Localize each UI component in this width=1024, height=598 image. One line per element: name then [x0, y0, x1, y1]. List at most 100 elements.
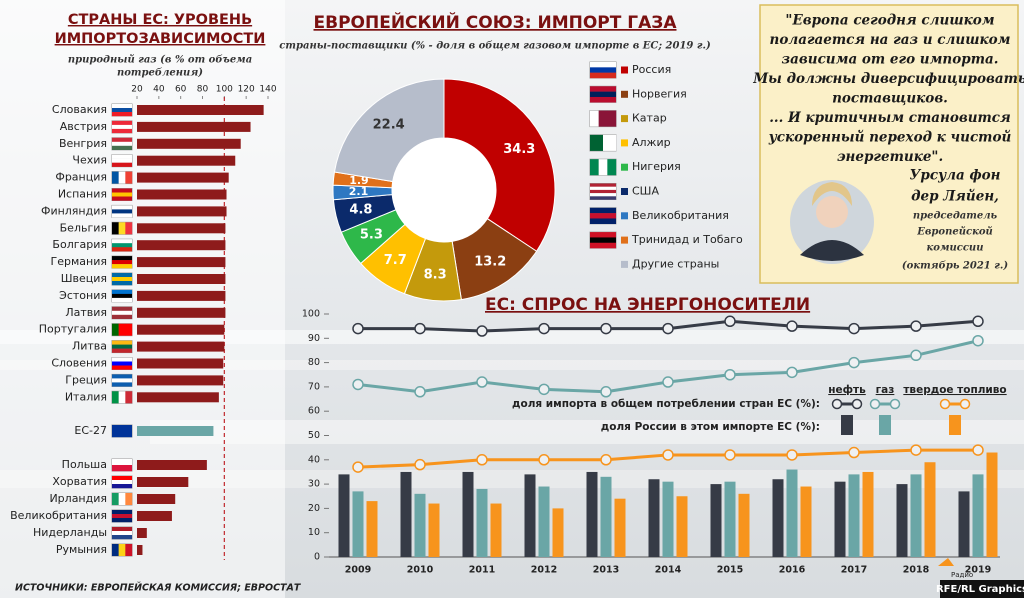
legend-label: Великобритания [632, 209, 729, 222]
x-tick-label: 2019 [965, 565, 991, 576]
flag-stripe [112, 361, 132, 366]
bar [137, 223, 226, 234]
flag-stripe [112, 391, 119, 404]
flag-stripe [598, 159, 608, 176]
category-label: Финляндия [41, 204, 107, 217]
line-marker [414, 386, 426, 398]
flag-stripe [112, 425, 132, 438]
bar [137, 121, 251, 132]
legend-label: Катар [632, 112, 667, 125]
category-label: ЕС-27 [74, 424, 107, 437]
x-tick-label: 2014 [655, 565, 682, 576]
line-marker [352, 461, 364, 473]
line-marker [414, 322, 426, 335]
line-marker [662, 322, 674, 335]
legend-label: Алжир [632, 136, 671, 149]
x-tick-label: 2016 [779, 565, 806, 576]
bar [137, 460, 207, 470]
flag-stripe [112, 310, 132, 315]
flag-stripe [112, 527, 132, 532]
flag-stripe [112, 120, 132, 126]
legend-swatch [621, 188, 628, 195]
flag-stripe [112, 382, 132, 387]
bar [738, 493, 750, 557]
line-marker [662, 376, 674, 388]
flag-stripe [590, 91, 616, 98]
flag-stripe [590, 242, 616, 249]
bar [476, 488, 488, 557]
quote-line: Мы должны диверсифицировать [752, 71, 1024, 87]
flag-stripe [590, 183, 616, 187]
bar [137, 511, 172, 521]
y-tick-label: 60 [308, 406, 320, 417]
bar [848, 474, 860, 557]
category-label: Италия [65, 390, 107, 403]
bar [137, 274, 226, 284]
legend-label: Тринидад и Тобаго [631, 233, 743, 246]
category-label: Литва [72, 340, 107, 353]
flag-stripe [112, 510, 132, 515]
line-marker [538, 322, 550, 335]
flag-stripe [590, 62, 616, 68]
flag-stripe [112, 137, 132, 142]
bar [137, 375, 224, 386]
line-marker [724, 315, 736, 328]
bar [958, 491, 970, 557]
line-marker [538, 454, 550, 466]
quote-role: Европейской [916, 227, 993, 238]
line-marker [786, 320, 798, 332]
x-tick-label: 140 [259, 85, 276, 95]
category-label: Греция [65, 373, 107, 386]
slice-label: 4.8 [349, 203, 372, 218]
flag-stripe [590, 96, 616, 103]
line-marker [476, 454, 488, 466]
line-marker [910, 320, 922, 332]
flag-stripe [112, 293, 132, 299]
chart-title: ЕС: СПРОС НА ЭНЕРГОНОСИТЕЛИ [485, 295, 810, 315]
y-tick-label: 10 [308, 527, 320, 538]
flag-stripe [607, 110, 617, 127]
x-tick-label: 120 [238, 85, 255, 95]
line-marker [724, 449, 736, 461]
quote-line: зависима от его импорта. [782, 52, 999, 68]
flag-stripe [590, 232, 616, 238]
category-label: Франция [55, 171, 107, 184]
category-label: Венгрия [59, 137, 107, 150]
flag-stripe [112, 247, 132, 252]
flag-stripe [112, 314, 132, 319]
flag-stripe [590, 189, 616, 194]
line-marker [724, 369, 736, 381]
quote-line: энергетике". [837, 149, 943, 165]
flag-stripe [112, 277, 132, 282]
legend-swatch [621, 139, 628, 147]
line-marker [972, 334, 984, 347]
line-marker [352, 378, 364, 391]
x-tick-label: 2012 [531, 565, 557, 576]
flag-stripe [112, 289, 132, 295]
flag-stripe [590, 72, 616, 79]
x-tick-label: 60 [175, 85, 187, 95]
bar [137, 189, 227, 200]
bar [600, 476, 612, 557]
line-legend-label: доля импорта в общем потреблении стран Е… [512, 398, 820, 410]
bar [586, 471, 598, 557]
category-label: Словения [51, 357, 107, 370]
flag-stripe [112, 124, 132, 130]
line-marker [476, 376, 488, 388]
flag-stripe [118, 323, 126, 336]
bar [614, 498, 626, 557]
category-label: Португалия [39, 323, 107, 336]
flag-stripe [112, 297, 132, 303]
logo: Радио [951, 571, 973, 579]
flag-stripe [607, 159, 617, 176]
slice-label: 34.3 [503, 142, 535, 157]
bar [538, 486, 550, 557]
x-tick-label: 2018 [903, 565, 930, 576]
category-label: Испания [58, 188, 107, 201]
flag-stripe [590, 110, 599, 127]
legend-label: Норвегия [632, 87, 687, 100]
flag-stripe [590, 134, 604, 151]
donut-hole [392, 138, 496, 242]
legend-swatch [621, 236, 628, 244]
bar [137, 392, 219, 403]
